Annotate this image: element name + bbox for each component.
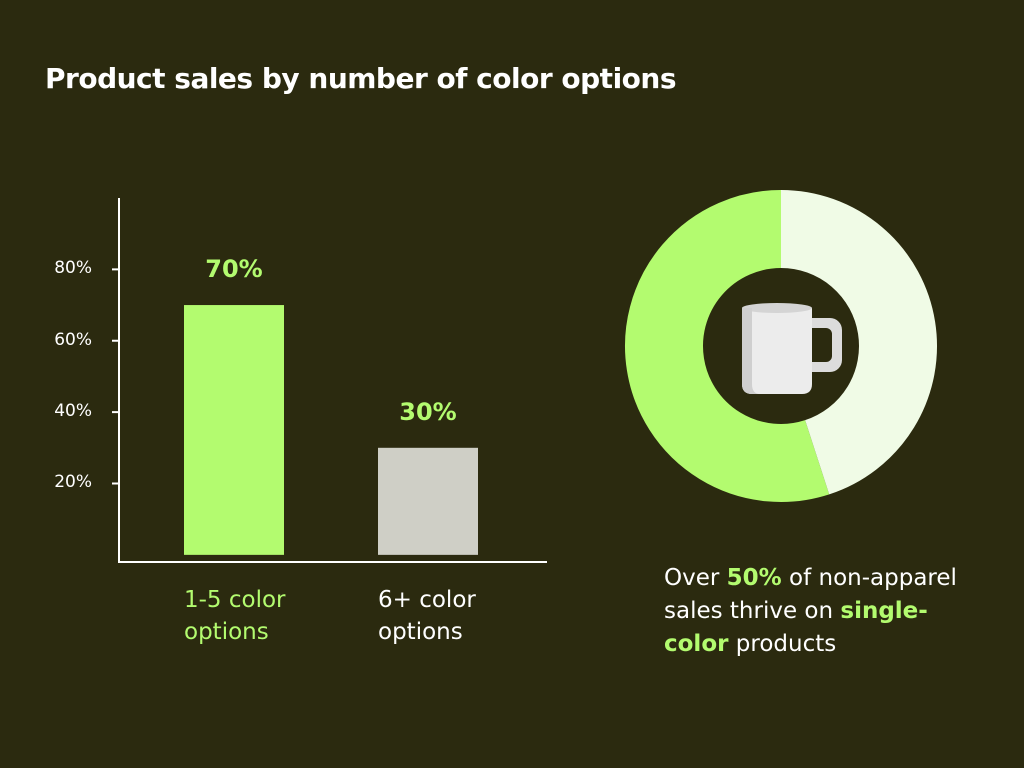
- caption-text: of non-apparel sales thrive on: [664, 565, 957, 624]
- y-tick-label: 20%: [54, 472, 92, 493]
- donut-slice: [779, 190, 937, 495]
- mug-icon: [742, 303, 842, 394]
- value-label: 70%: [205, 255, 263, 284]
- x-tick-label: 1-5 color options: [184, 587, 286, 645]
- caption-text: products: [728, 631, 837, 657]
- bar: [184, 305, 284, 555]
- chart-title: Product sales by number of color options: [45, 62, 677, 95]
- y-tick-label: 60%: [54, 329, 92, 350]
- value-label: 30%: [399, 397, 457, 426]
- donut-slice: [625, 190, 830, 502]
- caption-text: Over: [664, 565, 727, 591]
- caption: Over 50% of non-apparel sales thrive on …: [664, 562, 984, 661]
- bar: [378, 447, 478, 555]
- caption-highlight: single-color: [664, 598, 928, 657]
- y-tick-label: 40%: [54, 401, 92, 422]
- y-tick-label: 80%: [54, 258, 92, 279]
- x-tick-label: 6+ color options: [378, 587, 476, 645]
- caption-highlight: 50%: [726, 565, 782, 591]
